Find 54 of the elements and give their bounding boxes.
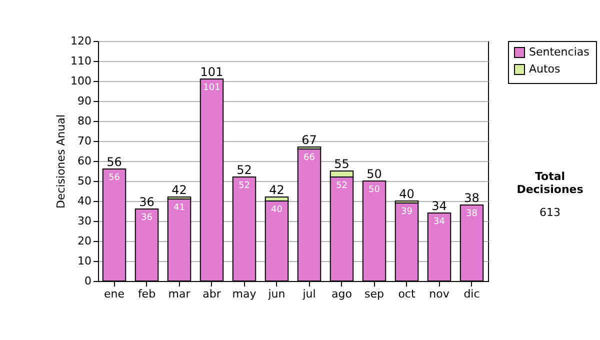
x-tick-label: oct <box>398 288 416 300</box>
total-label: 40 <box>399 187 414 201</box>
legend-label: Sentencias <box>529 46 590 58</box>
x-tick-label: feb <box>138 288 156 300</box>
y-axis-title: Decisiones Anual <box>54 114 68 209</box>
total-label: 34 <box>432 199 447 213</box>
data-label: 50 <box>368 185 380 195</box>
data-label: 56 <box>108 173 120 183</box>
total-label: 67 <box>302 133 317 147</box>
x-tick-label: abr <box>202 288 222 300</box>
data-label: 41 <box>174 203 185 213</box>
x-tick-label: ene <box>104 288 125 300</box>
y-tick-label: 50 <box>78 174 92 188</box>
total-label: 52 <box>236 163 252 177</box>
total-label: 38 <box>464 191 480 205</box>
x-tick-label: nov <box>429 288 450 300</box>
y-tick-label: 110 <box>70 54 92 68</box>
legend-label: Autos <box>529 62 561 76</box>
y-tick-label: 10 <box>78 254 92 268</box>
total-label: 56 <box>106 155 122 169</box>
y-tick-label: 20 <box>78 234 92 248</box>
data-label: 38 <box>466 209 478 219</box>
y-tick-label: 90 <box>78 94 92 108</box>
y-tick-label: 40 <box>78 194 92 208</box>
total-label: 42 <box>172 183 187 197</box>
x-tick-label: mar <box>168 288 191 300</box>
y-tick-label: 80 <box>78 114 92 128</box>
total-label: 101 <box>200 65 224 79</box>
x-tick-label: ago <box>332 288 352 300</box>
data-label: 52 <box>238 181 250 191</box>
x-tick-label: jul <box>302 288 316 300</box>
data-label: 52 <box>336 181 348 191</box>
x-tick-label: dic <box>464 288 480 300</box>
y-tick-label: 60 <box>78 154 92 168</box>
x-tick-label: sep <box>364 288 384 300</box>
total-label: 36 <box>139 195 154 209</box>
data-label: 36 <box>141 213 153 223</box>
data-label: 39 <box>401 207 413 217</box>
y-tick-label: 70 <box>78 134 92 148</box>
text: 613 <box>538 206 562 219</box>
text: Total Decisiones <box>516 170 584 196</box>
data-label: 101 <box>203 83 220 93</box>
x-tick-label: jun <box>267 288 286 300</box>
total-label: 42 <box>269 183 284 197</box>
data-label: 34 <box>434 217 446 227</box>
data-label: 66 <box>304 153 316 163</box>
total-label: 50 <box>366 167 382 181</box>
y-tick-label: 120 <box>70 34 92 48</box>
y-tick-label: 0 <box>84 274 92 288</box>
x-tick-label: may <box>232 288 257 300</box>
y-tick-label: 100 <box>70 74 92 88</box>
total-label: 55 <box>334 157 350 171</box>
y-tick-label: 30 <box>78 214 92 228</box>
data-label: 40 <box>271 205 283 215</box>
